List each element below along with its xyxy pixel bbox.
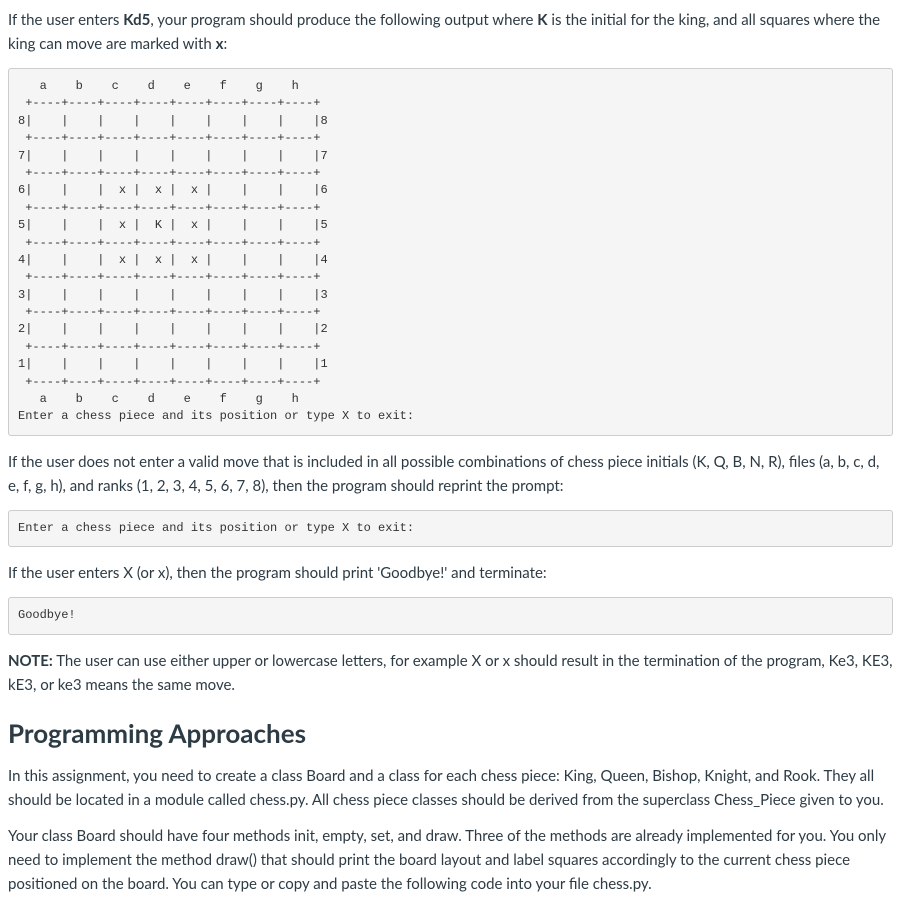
intro-text-2: , your program should produce the follow… [150,11,537,29]
intro-paragraph: If the user enters Kd5, your program sho… [8,8,893,56]
goodbye-output: Goodbye! [8,597,893,634]
invalid-move-paragraph: If the user does not enter a valid move … [8,450,893,498]
programming-approaches-heading: Programming Approaches [8,713,893,755]
intro-text-4: : [223,35,227,53]
chess-board-output: a b c d e f g h +----+----+----+----+---… [8,68,893,436]
note-label: NOTE: [8,652,53,670]
exit-paragraph: If the user enters X (or x), then the pr… [8,561,893,585]
intro-k: K [537,11,547,29]
note-paragraph: NOTE: The user can use either upper or l… [8,649,893,697]
classes-paragraph: In this assignment, you need to create a… [8,764,893,812]
board-methods-paragraph: Your class Board should have four method… [8,824,893,896]
reprint-prompt-output: Enter a chess piece and its position or … [8,510,893,547]
intro-text-1: If the user enters [8,11,123,29]
note-text: The user can use either upper or lowerca… [8,652,893,694]
intro-kd5: Kd5 [123,11,150,29]
